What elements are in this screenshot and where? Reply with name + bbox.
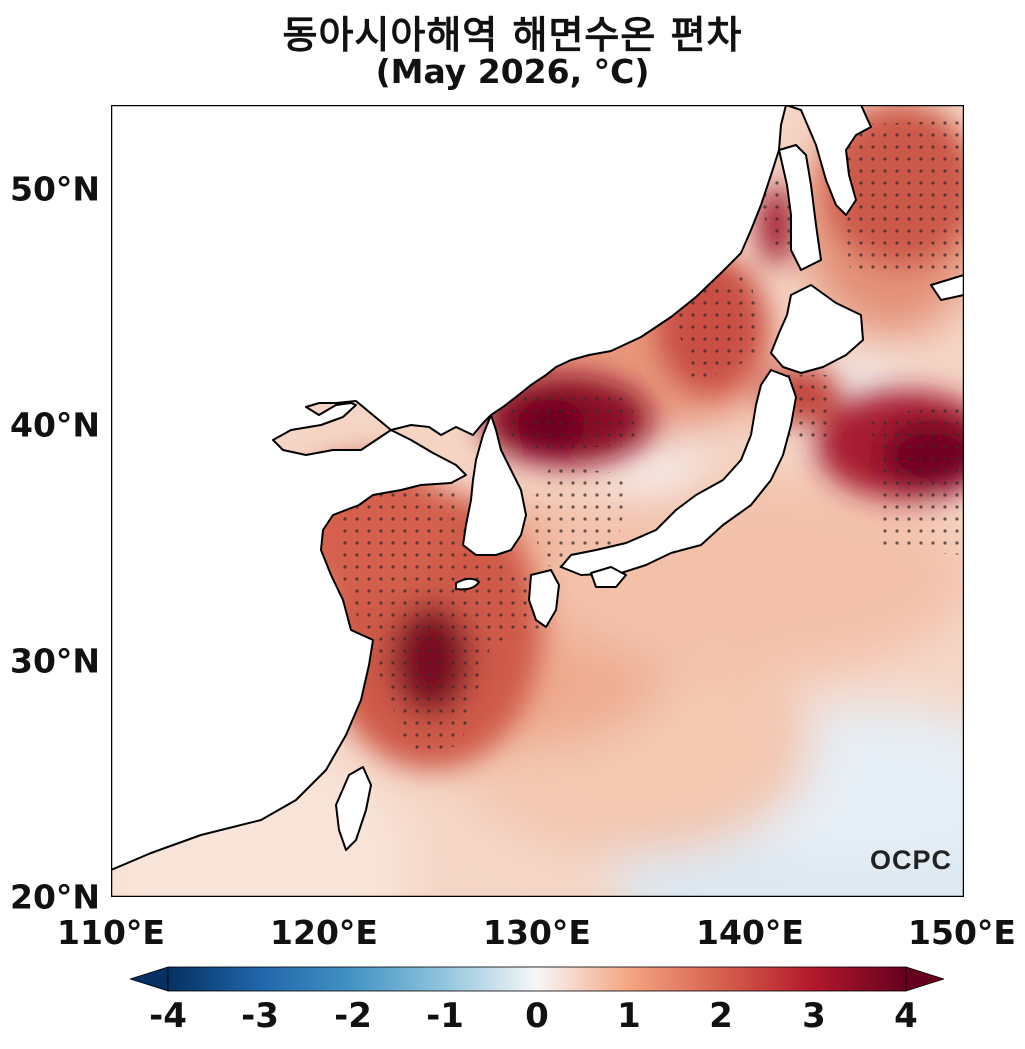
jeju-island	[455, 577, 480, 591]
lat-tick-label: 50°N	[10, 169, 101, 209]
colorbar-tick-label: 0	[525, 996, 549, 1036]
map-border	[111, 105, 964, 897]
asia-mainland	[111, 105, 787, 871]
sakhalin	[778, 144, 822, 271]
lon-tick-label: 120°E	[270, 913, 378, 952]
land	[111, 105, 964, 871]
korea-peninsula	[462, 414, 527, 556]
colorbar-tick-label: -2	[334, 996, 372, 1036]
kamchatka-kuril	[930, 274, 964, 301]
colorbar-tick-label: -3	[241, 996, 279, 1036]
colorbar-tick-label: -4	[149, 996, 187, 1036]
map-title: 동아시아해역 해면수온 편차	[282, 13, 743, 57]
lon-tick-label: 130°E	[483, 913, 591, 952]
colorbar-gradient	[167, 966, 907, 992]
lat-tick-label: 30°N	[10, 641, 101, 681]
lat-tick-label: 40°N	[10, 405, 101, 445]
colorbar-max-extend	[905, 966, 944, 992]
colorbar-tick-label: 3	[802, 996, 826, 1036]
hokkaido	[770, 284, 864, 374]
ocpc-logo: OCPC	[870, 845, 953, 875]
lon-tick-label: 140°E	[696, 913, 804, 952]
colorbar-min-extend	[130, 966, 169, 992]
colorbar-tick-label: 1	[617, 996, 641, 1036]
map-subtitle: (May 2026, °C)	[375, 52, 650, 91]
colorbar	[130, 966, 944, 992]
colorbar-tick-label: 4	[894, 996, 918, 1036]
taiwan	[335, 766, 372, 851]
kyushu	[528, 569, 560, 628]
lat-tick-label: 20°N	[10, 877, 101, 917]
lon-tick-label: 150°E	[908, 913, 1016, 952]
colorbar-tick-label: -1	[426, 996, 464, 1036]
honshu	[560, 369, 797, 576]
sst-anomaly-map	[111, 105, 964, 897]
lon-tick-label: 110°E	[57, 913, 165, 952]
map-canvas	[111, 105, 964, 897]
colorbar-tick-label: 2	[709, 996, 733, 1036]
russia-east	[785, 105, 872, 216]
shikoku	[590, 566, 627, 588]
